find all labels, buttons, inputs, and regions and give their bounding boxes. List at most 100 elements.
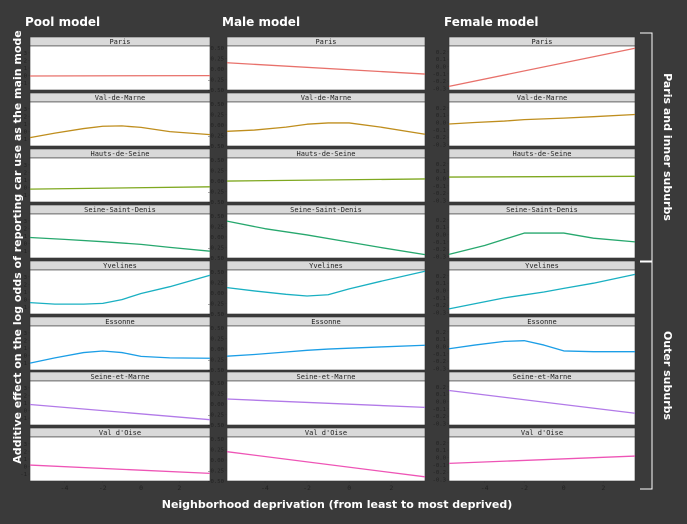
y-tick-label: -0.2 [433,191,446,197]
y-tick-label: -0.1 [433,463,446,469]
x-tick-label: -2 [99,484,107,492]
panel-paris-male: Paris -0.50 -0.25 0.00 0.25 0.50 [207,36,426,94]
panel-strip-label: Yvelines [525,262,559,270]
panel-plot-area [226,325,426,371]
y-tick-label: -0.2 [433,247,446,253]
panel-strip-label: Essonne [311,318,341,326]
x-tick-label: 2 [601,484,605,492]
panel-plot-area [226,213,426,259]
series-line-hauts-de-seine [448,175,636,178]
panel-strip-label: Val d'Oise [521,429,563,437]
series-line-yvelines [448,273,636,310]
group-bracket [640,32,653,262]
y-tick-label: 0.50 [211,381,224,387]
y-tick-label: -0.2 [433,414,446,420]
panel-seine-saint-denis-female: Seine-Saint-Denis -0.3 -0.2-0.10.0 0.10.2 [433,204,636,261]
model-title: Male model [222,15,300,29]
y-tick-label: 0.25 [211,337,224,343]
y-tick-label: -0.3 [433,255,446,261]
y-tick-label: 1 [24,457,27,463]
y-tick-label: 0.0 [436,400,446,406]
y-tick-label: 3 [24,442,27,448]
series-line-val-de-marne [226,122,426,135]
panel-plot-area [226,45,426,91]
y-tick-label: -0.2 [433,79,446,85]
y-tick-label: -0.3 [433,367,446,373]
y-tick-label: 1 [24,66,27,72]
y-tick-label: -1 [20,361,27,367]
panel-seine-et-marne-female: Seine-et-Marne -0.3 -0.2-0.10.0 0.10.2 [433,371,636,428]
y-tick-label: 1 [24,401,27,407]
model-title: Female model [444,15,538,29]
panel-plot-area [29,213,211,259]
panel-yvelines-pool: Yvelines -10 1 23 [20,260,211,315]
panel-strip-label: Paris [315,38,336,46]
y-tick-label: 0.2 [436,385,446,391]
x-tick-label: -4 [61,484,69,492]
panel-plot-area [448,45,636,91]
panel-strip-label: Val-de-Marne [95,94,146,102]
panel-strip-label: Hauts-de-Seine [90,150,149,158]
panel-strip-label: Seine-et-Marne [296,373,355,381]
panel-strip-label: Hauts-de-Seine [512,150,571,158]
y-tick-label: -0.3 [433,199,446,205]
x-tick-label: 2 [177,484,181,492]
y-tick-label: 2 [24,58,27,64]
series-line-val-d-oise [448,455,636,465]
x-tick-label: -4 [261,484,269,492]
y-tick-label: 0.50 [211,158,224,164]
x-tick-label: 0 [347,484,351,492]
y-tick-label: 1 [24,178,27,184]
panel-strip-label: Essonne [527,318,557,326]
y-tick-label: 0.25 [211,225,224,231]
panel-plot-area [448,101,636,147]
y-tick-label: -0.50 [207,144,224,150]
panel-plot-area [29,380,211,426]
panel-hauts-de-seine-female: Hauts-de-Seine -0.3 -0.2-0.10.0 0.10.2 [433,148,636,205]
y-tick-label: -0.2 [433,303,446,309]
y-tick-label: -0.50 [207,368,224,374]
group-label: Outer suburbs [661,331,674,421]
panel-strip-label: Yvelines [103,262,137,270]
y-tick-label: 0.0 [436,65,446,71]
y-tick-label: 0.2 [436,50,446,56]
y-tick-label: 0.0 [436,233,446,239]
panel-plot-area [448,157,636,203]
series-line-val-de-marne [29,125,211,139]
panel-strip-label: Paris [531,38,552,46]
y-tick-label: 0.2 [436,330,446,336]
y-tick-label: 3 [24,163,27,169]
series-line-seine-saint-denis [29,236,211,252]
series-line-paris [226,62,426,75]
y-tick-label: 0.2 [436,218,446,224]
panel-strip-label: Val d'Oise [99,429,141,437]
y-tick-label: 3 [24,275,27,281]
y-tick-label: 2 [24,226,27,232]
series-line-yvelines [29,274,211,305]
y-tick-label: 0.2 [436,162,446,168]
panel-val-de-marne-female: Val-de-Marne -0.3 -0.2-0.10.0 0.10.2 [433,92,636,149]
y-tick-label: 0.0 [436,456,446,462]
y-tick-label: -0.50 [207,312,224,318]
panel-strip-label: Seine-et-Marne [90,373,149,381]
y-tick-label: 0 [24,298,27,304]
series-line-essonne [448,340,635,353]
series-line-seine-et-marne [448,389,636,414]
y-tick-label: 0.25 [211,281,224,287]
y-axis-title: Additive effect on the log odds of repor… [11,30,24,463]
y-tick-label: -0.50 [207,256,224,262]
y-tick-label: 0.00 [211,458,224,464]
y-tick-label: 0.25 [211,392,224,398]
group-paris-and-inner-suburbs: Paris and inner suburbs [640,32,674,262]
y-tick-label: 0 [24,354,27,360]
y-tick-label: -0.1 [433,407,446,413]
y-tick-label: -0.1 [433,128,446,134]
y-tick-label: 0.0 [436,289,446,295]
panel-plot-area [226,101,426,147]
y-tick-label: -0.25 [207,358,224,364]
y-tick-label: -0.25 [207,469,224,475]
panel-strip-label: Val-de-Marne [301,94,352,102]
panel-plot-area [448,380,636,426]
y-tick-label: 0.00 [211,123,224,129]
